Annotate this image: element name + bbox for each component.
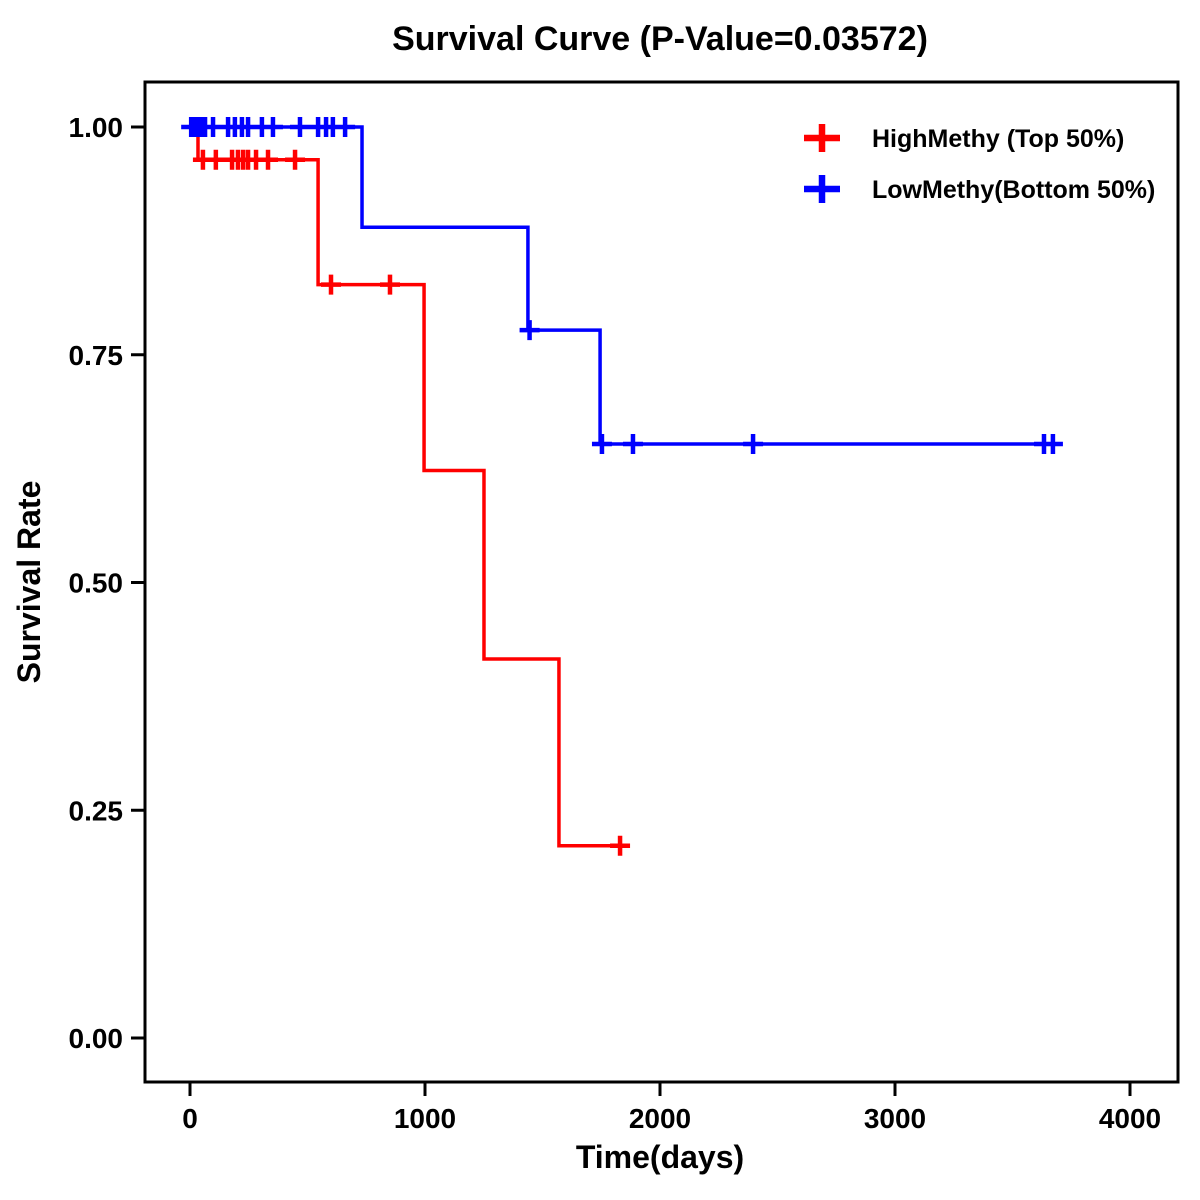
plot-border: [143, 80, 1180, 1084]
legend-label-highmethy: HighMethy (Top 50%): [872, 125, 1124, 153]
legend-key-lowmethy-icon: [804, 175, 840, 203]
y-tick-label: 0.50: [69, 568, 124, 599]
legend-key-highmethy-icon: [804, 124, 840, 152]
x-tick-label: 1000: [394, 1103, 456, 1134]
y-tick-label: 1.00: [69, 112, 124, 143]
series-lowmethy-line: [190, 125, 1055, 446]
series-highmethy-censor-marks: [192, 149, 631, 856]
x-tick-label: 2000: [629, 1103, 691, 1134]
y-axis-label: Survival Rate: [11, 481, 47, 684]
y-tick-label: 0.75: [69, 340, 124, 371]
y-tick-label: 0.25: [69, 795, 124, 826]
x-tick-label: 3000: [864, 1103, 926, 1134]
y-tick-label: 0.00: [69, 1023, 124, 1054]
series-lowmethy-censor-marks: [181, 117, 1063, 455]
x-tick-label: 0: [182, 1103, 198, 1134]
series-highmethy-line: [190, 125, 621, 848]
chart-title: Survival Curve (P-Value=0.03572): [392, 20, 928, 58]
legend: HighMethy (Top 50%) LowMethy(Bottom 50%): [804, 124, 1155, 204]
x-axis-label: Time(days): [576, 1139, 744, 1175]
x-tick-label: 4000: [1099, 1103, 1161, 1134]
legend-label-lowmethy: LowMethy(Bottom 50%): [872, 176, 1155, 204]
plot-area: 0 1000 2000 3000 4000 0.00 0.25 0.50 0.75 1.00: [69, 80, 1180, 1134]
